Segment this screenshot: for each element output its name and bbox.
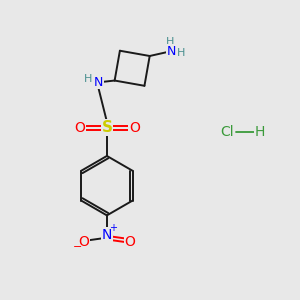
Text: O: O: [74, 121, 85, 135]
Text: H: H: [255, 125, 265, 139]
Text: Cl: Cl: [220, 125, 234, 139]
Text: S: S: [101, 120, 112, 135]
Text: N: N: [94, 76, 103, 88]
Text: O: O: [124, 235, 136, 249]
Text: −: −: [73, 242, 82, 253]
Text: N: N: [167, 45, 176, 58]
Text: H: H: [165, 37, 174, 47]
Text: H: H: [177, 48, 186, 58]
Text: O: O: [129, 121, 140, 135]
Text: N: N: [102, 228, 112, 242]
Text: O: O: [78, 235, 89, 249]
Text: +: +: [110, 223, 117, 233]
Text: H: H: [84, 74, 92, 84]
